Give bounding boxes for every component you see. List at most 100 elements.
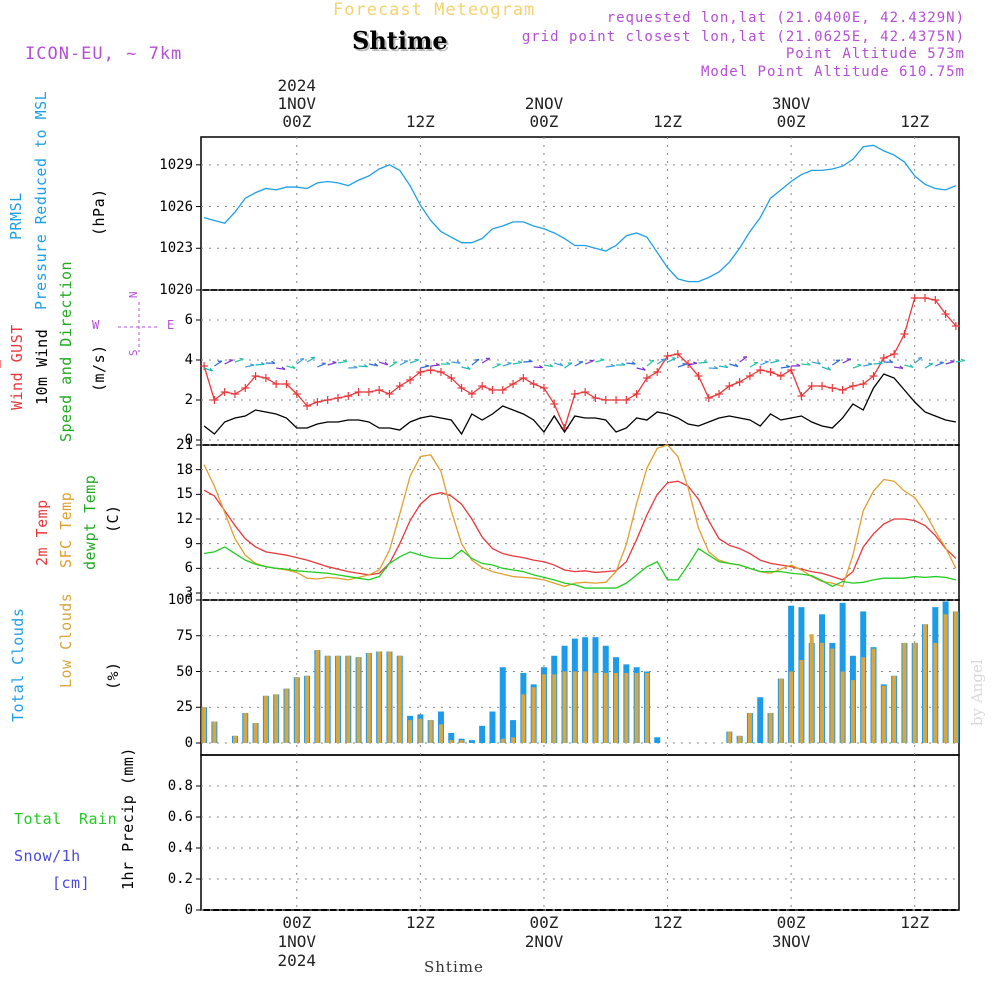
wind-arrow	[420, 365, 430, 369]
wind-arrow-head	[631, 361, 636, 365]
wind-arrow	[636, 367, 646, 371]
low-cloud-bar	[500, 738, 505, 743]
wind-arrow-head	[271, 360, 276, 364]
wind-arrow	[214, 360, 223, 367]
wind-arrow-head	[692, 361, 698, 364]
low-cloud-bar	[902, 642, 907, 743]
y-tick-label: 12	[176, 511, 193, 527]
wind-arrow-head	[714, 365, 719, 369]
y-tick-label: 0	[184, 902, 193, 918]
bottom-time-label: 2NOV	[524, 932, 564, 951]
wind-arrow	[677, 363, 687, 368]
total-cloud-bar	[510, 720, 517, 743]
wind-arrow-head	[960, 358, 966, 362]
wind-arrow	[945, 360, 955, 365]
wind-arrow	[842, 358, 851, 364]
low-cloud-bar	[789, 671, 794, 743]
wind-arrow-head	[538, 364, 543, 369]
wind-arrow-head	[806, 362, 811, 366]
low-cloud-bar	[438, 724, 443, 743]
low-cloud-bar	[892, 675, 897, 743]
wind-arrow-head	[889, 359, 894, 363]
total-label: Total	[14, 810, 62, 828]
series-line-dewpt-temp	[203, 546, 957, 589]
wind-arrow	[574, 361, 584, 367]
wind-arrow	[924, 362, 934, 369]
panel-frame-0	[200, 136, 960, 291]
total-cloud-bar	[757, 697, 764, 743]
low-cloud-bar	[284, 688, 289, 743]
total-cloud-bar	[489, 711, 496, 743]
low-cloud-bar	[356, 657, 361, 743]
series-line-sfc-temp	[203, 444, 957, 588]
wind-arrow-head	[827, 366, 831, 371]
top-time-label: 12Z	[900, 112, 930, 131]
wind-arrow-head	[899, 365, 904, 369]
wind-arrow	[749, 362, 759, 368]
wind-arrow-head	[868, 362, 873, 365]
wind-arrow-head	[610, 363, 615, 367]
rain-label: Rain	[79, 810, 118, 828]
low-cloud-bar	[315, 650, 320, 743]
bottom-time-label: 00Z	[529, 913, 559, 932]
y-tick-label: 1020	[159, 282, 193, 298]
wind-arrow-head	[703, 360, 708, 363]
wind-arrow	[729, 363, 739, 368]
wind-arrow-head	[528, 359, 533, 363]
panel-frame-4	[200, 754, 960, 911]
wind-arrow	[255, 363, 265, 366]
y-tick-label: 0.8	[167, 778, 193, 794]
wind-arrow	[584, 360, 594, 365]
wind-arrow-head	[466, 366, 471, 370]
wind-arrow	[595, 359, 605, 363]
wind-arrow-head	[342, 359, 348, 363]
wind-arrow	[831, 359, 841, 366]
low-cloud-bar	[243, 712, 248, 743]
wind-arrow	[821, 366, 831, 371]
wind-arrow-head	[775, 359, 780, 362]
total-cloud-bar	[468, 740, 475, 743]
wind-arrow-head	[474, 358, 480, 361]
low-cloud-bar	[263, 695, 268, 743]
bottom-time-label: 12Z	[900, 913, 930, 932]
low-cloud-bar	[541, 674, 546, 743]
low-cloud-bar	[727, 731, 732, 743]
wind-arrow	[955, 359, 965, 363]
wind-arrow-head	[649, 359, 655, 362]
low-cloud-bar	[377, 651, 382, 743]
wind-arrow	[667, 357, 676, 363]
low-cloud-bar	[387, 651, 392, 743]
total-cloud-bar	[654, 737, 661, 743]
top-time-label: 2024	[277, 76, 317, 95]
wind-arrow	[935, 361, 944, 367]
model-label: ICON-EU, ~ 7km	[25, 44, 183, 64]
low-cloud-bar	[294, 677, 299, 743]
y-tick-label: 18	[176, 461, 193, 478]
wind-arrow-head	[517, 360, 523, 364]
wind-arrow-head	[291, 365, 296, 369]
compass-e: E	[167, 318, 175, 332]
wind-arrow	[543, 364, 553, 368]
total-cloud-bar	[479, 725, 486, 743]
wind-arrow	[811, 361, 821, 365]
cm-unit: [cm]	[52, 874, 91, 892]
snow-label: Snow/1h	[14, 847, 81, 865]
y-tick-label: 50	[176, 663, 193, 680]
y-tick-label: 2	[184, 392, 193, 408]
wind-arrow-head	[209, 367, 213, 372]
low-cloud-bar	[459, 740, 464, 743]
wind-arrow	[492, 363, 501, 369]
wind-arrow-head	[332, 361, 337, 364]
wind-arrow-head	[239, 357, 244, 360]
low-cloud-bar	[562, 671, 567, 743]
wind-arrow-head	[621, 362, 626, 366]
wind-arrow-head	[742, 356, 747, 358]
wind-arrow	[605, 365, 615, 368]
y-tick-label: 1026	[159, 198, 193, 215]
low-cloud-bar	[768, 712, 773, 743]
wind-arrow-head	[374, 362, 379, 367]
low-cloud-bar	[274, 694, 279, 743]
low-cloud-bar	[953, 611, 958, 743]
wind-arrow	[533, 366, 543, 369]
